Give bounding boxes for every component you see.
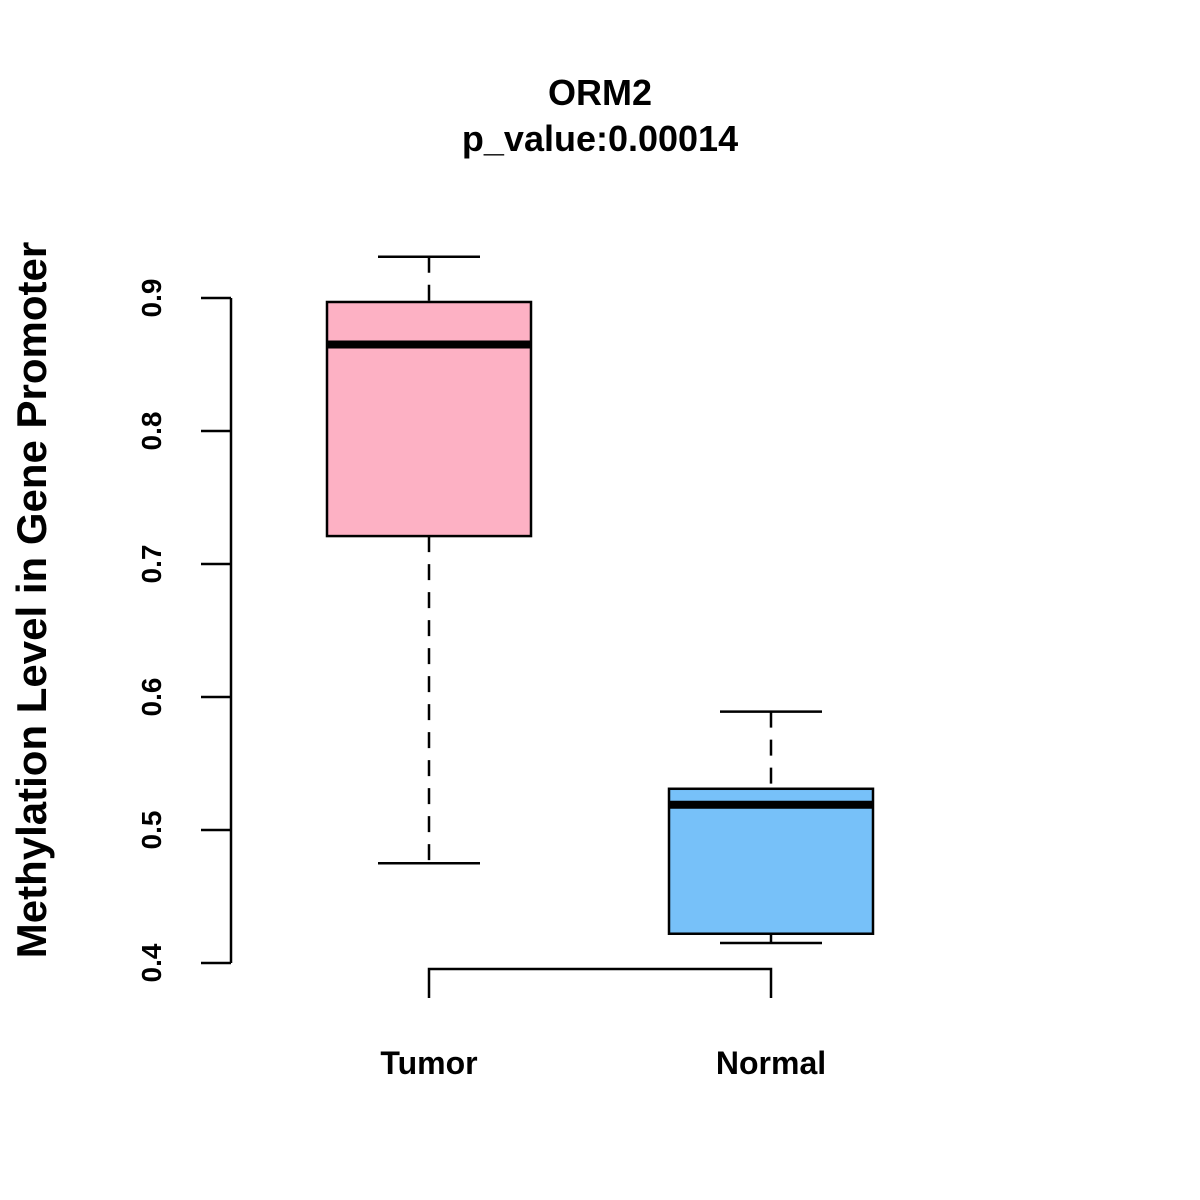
chart-title: ORM2 [548,72,652,113]
y-tick-label-group: 0.9 [136,279,167,318]
y-tick-label: 0.4 [136,943,167,982]
y-tick-label-group: 0.6 [136,678,167,717]
y-axis: 0.4 0.5 0.6 0.7 0.8 0.9 [136,279,233,982]
significance-bracket [427,967,773,998]
bracket-line [427,967,773,998]
y-axis-label: Methylation Level in Gene Promoter [8,242,55,958]
y-tick-label: 0.6 [136,678,167,717]
y-tick-label: 0.9 [136,279,167,318]
y-tick-label: 0.8 [136,412,167,451]
box-normal [667,710,875,945]
y-tick-label-group: 0.8 [136,412,167,451]
category-labels: Tumor Normal [380,1045,826,1081]
y-tick-label: 0.7 [136,545,167,584]
y-tick-label-group: 0.4 [136,943,167,982]
boxes [325,255,875,945]
category-label-normal: Normal [716,1045,826,1081]
y-tick-label: 0.5 [136,811,167,850]
y-tick-label-group: 0.7 [136,545,167,584]
box-body [667,787,875,935]
chart-subtitle: p_value:0.00014 [462,118,738,159]
category-label-tumor: Tumor [380,1045,477,1081]
y-tick-label-group: 0.5 [136,811,167,850]
box-body [325,300,533,538]
box-tumor [325,255,533,865]
